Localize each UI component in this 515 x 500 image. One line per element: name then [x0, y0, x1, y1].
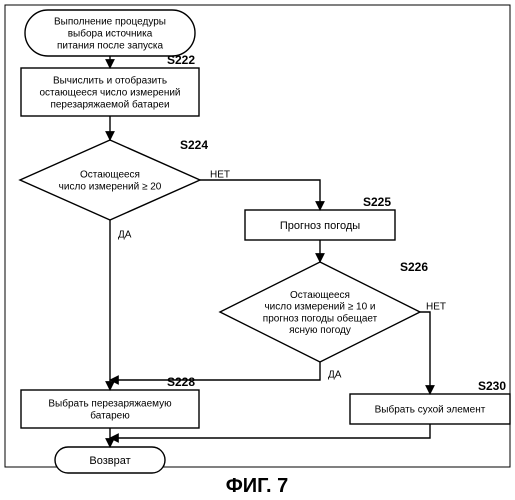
node-s224: Остающеесячисло измерений ≥ 20S224: [20, 138, 208, 220]
edge-s226-s228: [110, 362, 320, 380]
tag-s228: S228: [167, 375, 195, 389]
node-s226: Остающеесячисло измерений ≥ 10 ипрогноз …: [220, 260, 428, 362]
label-start: Выполнение процедурывыбора источникапита…: [54, 17, 166, 52]
edgelabel-s226-no: НЕТ: [426, 302, 446, 313]
label-return: Возврат: [89, 455, 130, 467]
label-s230: Выбрать сухой элемент: [375, 404, 486, 416]
tag-s225: S225: [363, 195, 391, 209]
label-s225: Прогноз погоды: [280, 220, 360, 232]
label-s222: Вычислить и отобразитьостающееся число и…: [39, 75, 180, 111]
figure-caption: ФИГ. 7: [226, 475, 289, 497]
edgelabel-s224-yes: ДА: [118, 230, 132, 241]
edge-s224-s225: [200, 180, 320, 210]
edgelabel-s226-yes: ДА: [328, 370, 342, 381]
tag-s222: S222: [167, 53, 195, 67]
edge-s226-s230: [420, 312, 430, 394]
tag-s230: S230: [478, 379, 506, 393]
tag-s224: S224: [180, 138, 208, 152]
node-return: Возврат: [55, 447, 165, 473]
edgelabel-s224-no: НЕТ: [210, 170, 230, 181]
flowchart: Выполнение процедурывыбора источникапита…: [0, 0, 515, 500]
tag-s226: S226: [400, 260, 428, 274]
node-start: Выполнение процедурывыбора источникапита…: [25, 10, 195, 56]
